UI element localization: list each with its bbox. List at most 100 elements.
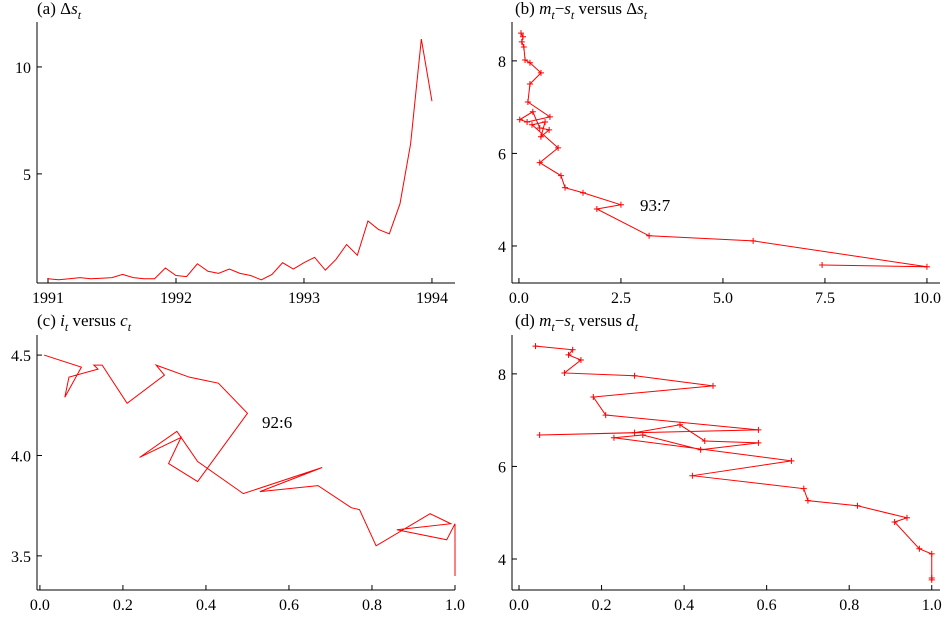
title-part: t bbox=[551, 8, 555, 22]
point-marker bbox=[522, 56, 529, 63]
point-marker bbox=[631, 429, 638, 436]
y-tick-label: 3.5 bbox=[11, 549, 31, 566]
y-tick-label: 6 bbox=[498, 459, 506, 476]
point-marker bbox=[546, 113, 553, 120]
point-marker bbox=[639, 431, 646, 438]
point-marker bbox=[536, 159, 543, 166]
x-tick-label: 1994 bbox=[416, 290, 448, 307]
x-tick-label: 0.2 bbox=[592, 597, 612, 614]
y-tick-label: 4.5 bbox=[11, 348, 31, 365]
point-marker bbox=[516, 116, 523, 123]
title-part: d bbox=[626, 311, 635, 330]
title-part: (a) Δ bbox=[37, 0, 71, 18]
title-part: (d) bbox=[515, 311, 539, 330]
x-tick-label: 1992 bbox=[160, 290, 192, 307]
title-part: versus bbox=[68, 311, 120, 330]
point-marker bbox=[569, 346, 576, 353]
point-marker bbox=[903, 514, 910, 521]
x-tick-label: 1993 bbox=[288, 290, 320, 307]
point-marker bbox=[532, 343, 539, 350]
point-marker bbox=[557, 172, 564, 179]
data-line bbox=[518, 32, 928, 268]
point-marker bbox=[561, 369, 568, 376]
x-tick-label: 2.5 bbox=[611, 290, 631, 307]
x-tick-label: 0.0 bbox=[509, 290, 529, 307]
point-marker bbox=[536, 124, 543, 131]
title-part: s bbox=[564, 0, 571, 18]
title-part: t bbox=[65, 320, 69, 334]
x-tick-label: 1.0 bbox=[445, 597, 465, 614]
x-tick-label: 0.4 bbox=[196, 597, 216, 614]
y-tick-label: 4.0 bbox=[11, 448, 31, 465]
point-marker bbox=[854, 502, 861, 509]
point-marker bbox=[755, 426, 762, 433]
y-tick-label: 6 bbox=[498, 146, 506, 163]
point-marker bbox=[819, 261, 826, 268]
point-marker bbox=[555, 144, 562, 151]
point-marker bbox=[526, 81, 533, 88]
point-marker bbox=[537, 133, 544, 140]
title-part: s bbox=[637, 0, 644, 18]
point-marker bbox=[602, 412, 609, 419]
title-part: t bbox=[78, 8, 82, 22]
title-part: m bbox=[539, 0, 551, 18]
x-tick-label: 1991 bbox=[32, 290, 64, 307]
title-part: t bbox=[571, 8, 575, 22]
title-part: − bbox=[555, 311, 565, 330]
point-marker bbox=[579, 189, 586, 196]
point-marker bbox=[577, 356, 584, 363]
x-tick-label: 0.6 bbox=[757, 597, 777, 614]
x-tick-label: 5.0 bbox=[713, 290, 733, 307]
title-part: t bbox=[635, 320, 639, 334]
point-marker bbox=[520, 43, 527, 50]
title-part: i bbox=[60, 311, 65, 330]
point-marker bbox=[524, 99, 531, 106]
point-marker bbox=[701, 437, 708, 444]
y-tick-label: 8 bbox=[498, 367, 506, 384]
title-part: s bbox=[564, 311, 571, 330]
point-marker bbox=[617, 201, 624, 208]
x-tick-label: 7.5 bbox=[815, 290, 835, 307]
point-marker bbox=[923, 263, 930, 270]
point-marker bbox=[709, 382, 716, 389]
point-marker bbox=[593, 205, 600, 212]
point-marker bbox=[916, 545, 923, 552]
title-part: s bbox=[71, 0, 78, 18]
point-marker bbox=[928, 574, 935, 581]
point-marker bbox=[755, 439, 762, 446]
y-tick-label: 10 bbox=[15, 60, 31, 77]
point-marker bbox=[697, 446, 704, 453]
title-part: t bbox=[128, 320, 132, 334]
x-tick-label: 0.0 bbox=[509, 597, 529, 614]
title-part: versus bbox=[574, 311, 626, 330]
title-part: t bbox=[551, 320, 555, 334]
annotation: 92:6 bbox=[262, 413, 292, 432]
x-tick-label: 0.6 bbox=[279, 597, 299, 614]
title-part: t bbox=[644, 8, 648, 22]
panel-title: (a) Δst bbox=[37, 0, 82, 22]
x-tick-label: 0.4 bbox=[674, 597, 694, 614]
title-part: (c) bbox=[37, 311, 60, 330]
point-marker bbox=[788, 457, 795, 464]
point-marker bbox=[517, 30, 524, 37]
title-part: m bbox=[539, 311, 551, 330]
title-part: versus Δ bbox=[574, 0, 637, 18]
point-marker bbox=[537, 69, 544, 76]
y-tick-label: 8 bbox=[498, 54, 506, 71]
data-line bbox=[47, 39, 433, 281]
point-marker bbox=[676, 421, 683, 428]
point-marker bbox=[520, 33, 527, 40]
title-part: − bbox=[555, 0, 565, 18]
panel-title: (c) it versus ct bbox=[37, 311, 132, 334]
y-tick-label: 4 bbox=[498, 239, 506, 256]
point-marker bbox=[804, 497, 811, 504]
annotation: 93:7 bbox=[640, 196, 671, 215]
data-line bbox=[535, 345, 933, 580]
y-tick-label: 4 bbox=[498, 552, 506, 569]
x-tick-label: 10.0 bbox=[913, 290, 941, 307]
point-marker bbox=[518, 38, 525, 45]
point-marker bbox=[928, 550, 935, 557]
point-marker bbox=[646, 232, 653, 239]
y-tick-label: 5 bbox=[23, 167, 31, 184]
